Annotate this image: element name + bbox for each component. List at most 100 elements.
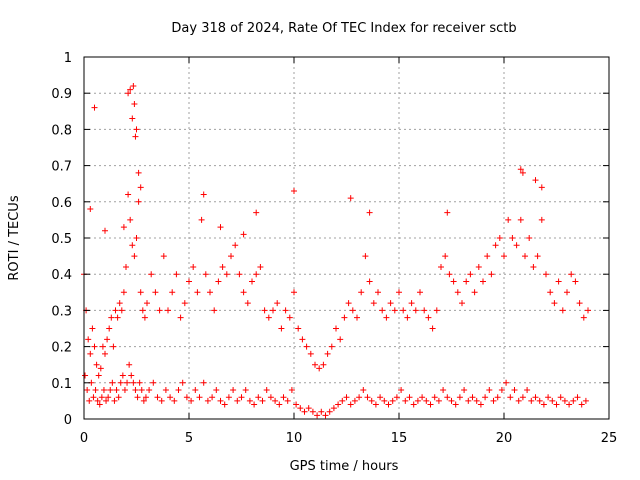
data-point (98, 394, 105, 401)
data-point (475, 263, 482, 270)
data-point (545, 394, 552, 401)
data-point (419, 394, 426, 401)
data-point (444, 394, 451, 401)
y-tick-label: 0.4 (51, 268, 72, 283)
data-point (120, 224, 127, 231)
data-point (513, 242, 520, 249)
data-point (305, 405, 312, 412)
data-point (230, 387, 237, 394)
data-point (129, 115, 136, 122)
data-point (148, 271, 155, 278)
data-point (82, 372, 89, 379)
data-point (125, 90, 132, 97)
data-point (123, 263, 129, 270)
data-point (303, 343, 310, 350)
data-point (522, 253, 528, 260)
data-point (517, 216, 524, 223)
data-point (328, 343, 335, 350)
data-point (242, 387, 249, 394)
data-point (94, 397, 101, 404)
data-point (136, 379, 143, 386)
data-point (530, 263, 537, 270)
data-point (375, 289, 381, 296)
data-point (312, 361, 318, 368)
data-point (393, 394, 400, 401)
data-point (580, 314, 587, 321)
data-point (322, 412, 329, 419)
data-point (119, 372, 126, 379)
data-point (86, 397, 93, 404)
data-point (125, 191, 132, 198)
chart-title: Day 318 of 2024, Rate Of TEC Index for r… (171, 21, 516, 36)
data-point (519, 169, 526, 176)
data-point (162, 387, 169, 394)
data-point (99, 343, 106, 350)
data-point (109, 379, 116, 386)
data-point (362, 253, 369, 260)
data-point (181, 300, 188, 307)
data-point (463, 278, 470, 285)
data-point (574, 394, 581, 401)
data-point (280, 394, 287, 401)
data-point (551, 300, 558, 307)
data-point (501, 253, 507, 260)
data-point (87, 206, 94, 213)
data-point (198, 216, 205, 223)
axis-ticks (83, 56, 610, 420)
data-point (538, 184, 545, 191)
data-point (570, 397, 577, 404)
data-point (135, 198, 142, 205)
data-point (379, 307, 386, 314)
data-point (309, 408, 316, 415)
data-point (383, 314, 390, 321)
data-point (526, 235, 533, 241)
data-point (240, 231, 247, 238)
data-point (89, 325, 96, 332)
data-point (517, 166, 524, 173)
data-point (330, 405, 337, 412)
data-point (209, 394, 216, 401)
data-point (400, 307, 407, 314)
data-point (165, 307, 171, 314)
data-point (507, 394, 514, 401)
data-point (96, 401, 103, 408)
data-point (469, 394, 476, 401)
data-point (141, 314, 148, 321)
data-point (128, 372, 135, 379)
y-tick-label: 0.2 (51, 341, 72, 356)
data-point (360, 387, 367, 394)
data-point (561, 397, 568, 404)
data-point (236, 271, 243, 278)
data-point (87, 350, 94, 357)
data-point (139, 307, 146, 314)
data-point (557, 394, 564, 401)
data-point (186, 278, 192, 285)
data-point (202, 271, 209, 278)
data-point (108, 314, 115, 321)
data-point (240, 289, 247, 296)
data-point (347, 195, 354, 202)
data-point (528, 397, 535, 404)
data-point (110, 343, 117, 350)
data-point (465, 397, 472, 404)
data-point (255, 394, 262, 401)
data-point (354, 314, 360, 321)
data-point (423, 397, 430, 404)
data-point (188, 397, 195, 404)
data-point (217, 397, 224, 404)
y-tick-label: 0.3 (51, 304, 72, 319)
data-point (442, 253, 449, 260)
grid-lines (84, 57, 609, 419)
data-point (486, 387, 493, 394)
y-tick-label: 0.1 (51, 377, 72, 392)
data-point (377, 394, 384, 401)
y-tick-label: 0.5 (51, 232, 72, 247)
data-point (126, 361, 133, 368)
data-point (238, 394, 245, 401)
data-point (459, 300, 465, 307)
y-axis-label: ROTI / TECUs (7, 195, 22, 280)
data-point (270, 307, 276, 314)
data-point (540, 401, 547, 408)
data-point (345, 300, 352, 307)
data-point (511, 387, 518, 394)
